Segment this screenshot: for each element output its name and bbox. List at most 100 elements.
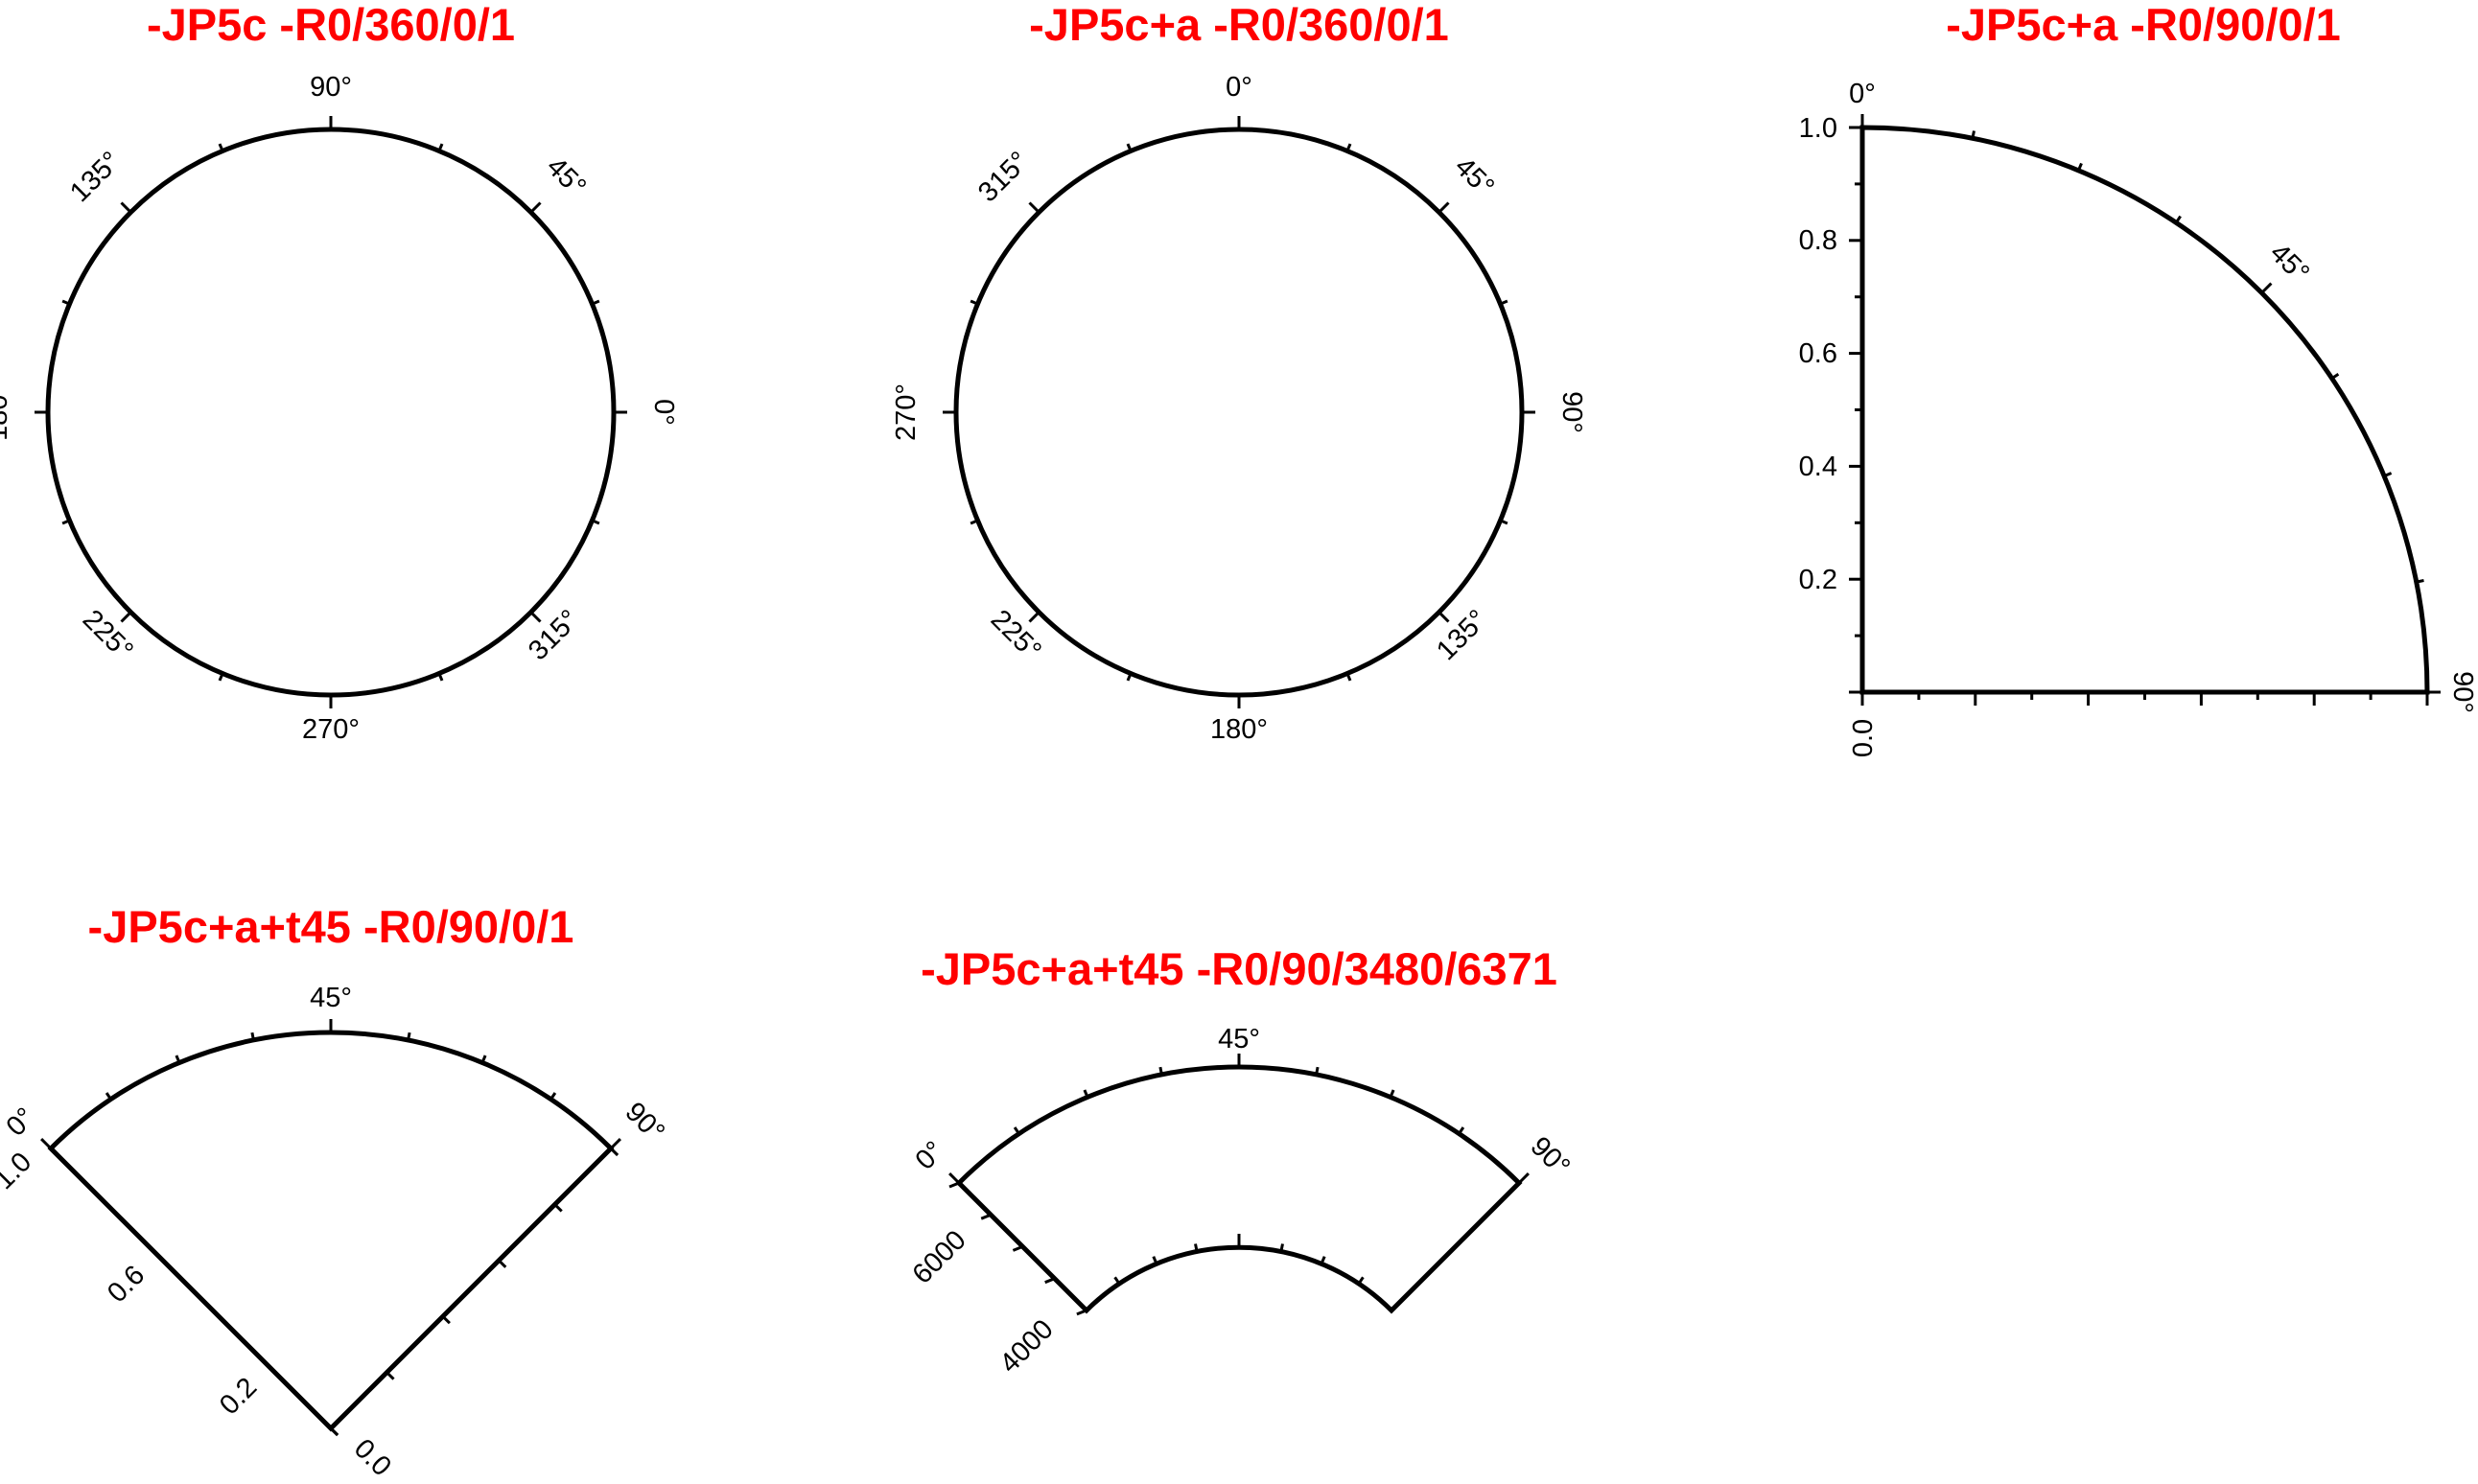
tick-mark [273, 1371, 283, 1380]
tick-mark [2077, 162, 2083, 172]
tick-mark [1126, 143, 1133, 152]
tick-mark [1391, 1304, 1398, 1311]
panel-5-angle-label: 90° [1525, 1131, 1577, 1183]
tick-mark [1158, 1066, 1163, 1076]
tick-mark [1076, 1309, 1087, 1316]
tick-mark [2416, 579, 2424, 584]
tick-mark [498, 1259, 507, 1268]
panel-1-title: -JP5c -R0/360/0/1 [147, 0, 515, 50]
tick-mark [1438, 201, 1450, 214]
tick-mark [2330, 373, 2340, 381]
panel-4-title: -JP5c+a+t45 -R0/90/0/1 [88, 901, 574, 952]
panel-4-angle-label: 90° [620, 1097, 671, 1148]
tick-mark [1083, 1089, 1089, 1098]
tick-mark [1499, 519, 1508, 525]
panel-3-angle-label: 0° [1849, 79, 1876, 109]
panel-4-sector-frame [47, 1030, 615, 1432]
tick-mark [948, 1172, 961, 1185]
panel-4-angle-label: 45° [310, 983, 352, 1013]
tick-mark [2383, 472, 2393, 477]
panel-2-circle-frame [953, 127, 1525, 698]
tick-mark [61, 299, 71, 306]
panel-3-radius-label: 0.4 [1799, 452, 1837, 482]
tick-mark [970, 519, 979, 525]
tick-mark [1389, 1089, 1395, 1098]
tick-mark [1357, 1276, 1365, 1285]
panel-1-angle-label: 270° [302, 714, 360, 745]
tick-mark [1013, 1126, 1020, 1135]
panel-3-radius-label: 0.8 [1799, 225, 1837, 256]
tick-mark [591, 299, 600, 306]
tick-mark [437, 672, 444, 682]
tick-mark [1971, 130, 1975, 139]
tick-mark [1345, 672, 1352, 682]
panel-3: -JP5c+a -R0/90/0/1 0° 45° 90° 0.0 0.2 0.… [1799, 0, 2478, 757]
panel-2-angle-label: 90° [1556, 391, 1587, 433]
panel-1-angle-label: 0° [648, 399, 679, 426]
panel-3-sector-frame [1859, 125, 2430, 695]
tick-mark [1044, 1277, 1056, 1285]
tick-mark [970, 299, 979, 306]
panel-1-angle-label: 135° [64, 146, 127, 208]
panel-1-angle-label: 180° [0, 383, 13, 441]
tick-mark [441, 1315, 451, 1325]
panel-1: -JP5c -R0/360/0/1 0° 45° 90° 135° 180° 2… [0, 0, 679, 745]
tick-mark [529, 611, 542, 623]
panel-2-title: -JP5c+a -R0/360/0/1 [1029, 0, 1449, 50]
tick-mark [175, 1055, 181, 1063]
panel-4-radius-label: 0.6 [102, 1260, 151, 1309]
panel-4: -JP5c+a+t45 -R0/90/0/1 0° 45° 90° 0.0 0.… [0, 901, 670, 1482]
panel-4-radius-label: 0.0 [348, 1433, 397, 1482]
panel-5-ticks [948, 1054, 1530, 1316]
tick-mark [529, 201, 542, 214]
tick-mark [609, 1147, 620, 1157]
panel-2-angle-label: 315° [972, 146, 1035, 208]
tick-mark [250, 1032, 255, 1041]
tick-mark [61, 519, 71, 525]
panel-2-angle-label: 180° [1210, 714, 1268, 745]
tick-mark [549, 1092, 557, 1101]
tick-mark [49, 1147, 59, 1157]
panel-5-annulus-frame [955, 1064, 1523, 1314]
panel-4-ticks [40, 1019, 621, 1437]
tick-mark [105, 1092, 112, 1101]
tick-mark [1152, 1256, 1158, 1264]
panel-4-radius-label: 0.2 [214, 1372, 263, 1421]
panel-3-angle-label: 45° [2264, 238, 2316, 290]
panel-2-ticks [943, 116, 1535, 708]
tick-mark [407, 1032, 411, 1041]
panel-3-radius-label: 0.0 [1848, 719, 1879, 757]
panel-1-angle-label: 90° [310, 72, 352, 103]
tick-mark [980, 1213, 992, 1220]
tick-mark [120, 611, 132, 623]
panel-3-angle-label: 90° [2447, 671, 2478, 713]
tick-mark [218, 1315, 227, 1325]
panel-5-radius-label: 6000 [907, 1225, 972, 1290]
panel-4-radius-label: 1.0 [0, 1147, 37, 1195]
tick-mark [1345, 143, 1352, 152]
panel-3-radius-label: 0.6 [1799, 338, 1837, 369]
panel-1-ticks [35, 116, 627, 708]
tick-mark [437, 143, 444, 152]
tick-mark [1458, 1126, 1465, 1135]
panel-2: -JP5c+a -R0/360/0/1 0° 45° 90° 135° 180°… [891, 0, 1587, 745]
tick-mark [105, 1203, 115, 1213]
tick-mark [1028, 611, 1040, 623]
tick-mark [1315, 1066, 1320, 1076]
tick-mark [591, 519, 600, 525]
tick-mark [218, 143, 224, 152]
tick-mark [1438, 611, 1450, 623]
tick-mark [120, 201, 132, 214]
tick-mark [386, 1371, 395, 1380]
tick-mark [218, 672, 224, 682]
panel-1-angle-label: 45° [541, 151, 593, 203]
tick-mark [2260, 282, 2273, 294]
tick-mark [1113, 1276, 1121, 1285]
panel-5-angle-label: 45° [1218, 1024, 1260, 1055]
panel-3-radius-label: 0.2 [1799, 565, 1837, 595]
panel-4-angle-label: 0° [1, 1102, 41, 1143]
tick-mark [329, 1426, 339, 1437]
tick-mark [480, 1055, 487, 1063]
panel-5: -JP5c+a+t45 -R0/90/3480/6371 0° 45° 90° … [907, 943, 1577, 1380]
